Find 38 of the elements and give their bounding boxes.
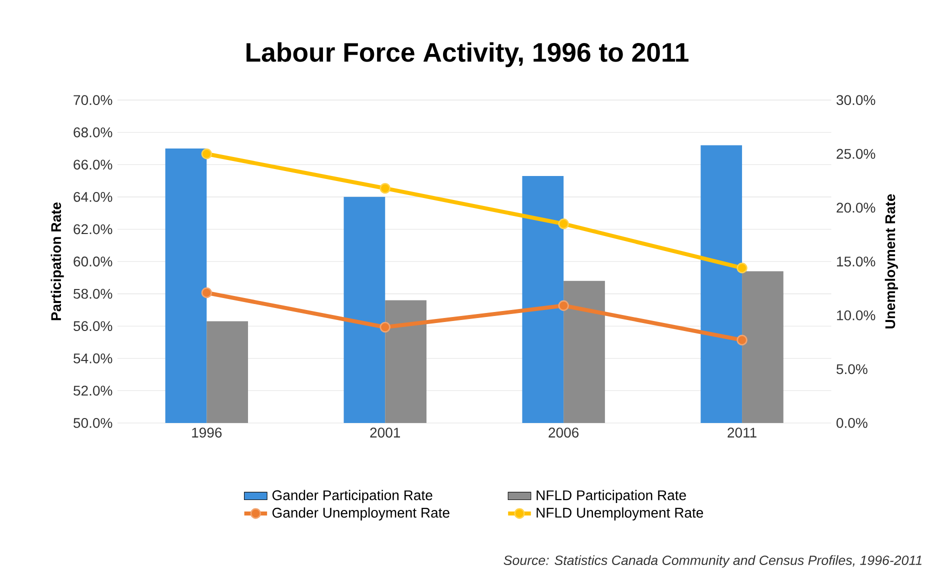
y-tick-label: 52.0% — [74, 386, 112, 396]
y2-tick-label: 0.0% — [836, 418, 868, 428]
point — [558, 300, 569, 312]
chart-title: Labour Force Activity, 1996 to 2011 — [246, 42, 688, 68]
point — [380, 322, 390, 333]
y-tick-label: 66.0% — [74, 160, 112, 170]
y-tick-label: 56.0% — [74, 321, 112, 332]
y2-axis-title: Unemployment Rate — [884, 194, 898, 329]
legend-label: Gander Participation Rate — [272, 490, 432, 504]
y-axis-title: Participation Rate — [50, 202, 64, 320]
x-tick-label: 2001 — [370, 428, 400, 438]
y2-tick-label: 30.0% — [836, 95, 876, 106]
y-tick-label: 60.0% — [74, 256, 112, 267]
point — [736, 262, 748, 274]
point — [380, 183, 390, 194]
y2-tick-label: 20.0% — [836, 202, 876, 213]
legend-label: Gander Unemployment Rate — [272, 508, 450, 521]
y-tick-label: 64.0% — [74, 192, 112, 202]
x-tick-label: 1996 — [192, 428, 222, 438]
y2-tick-label: 5.0% — [836, 364, 868, 374]
x-tick-label: 2011 — [728, 428, 756, 438]
y-tick-label: 54.0% — [74, 354, 112, 364]
legend-label: NFLD Unemployment Rate — [536, 508, 704, 521]
point — [201, 288, 212, 298]
y-tick-label: 58.0% — [74, 288, 112, 299]
y-tick-label: 50.0% — [74, 418, 112, 428]
legend-label: NFLD Participation Rate — [536, 490, 686, 504]
y-tick-label: 70.0% — [74, 95, 112, 106]
y-tick-label: 62.0% — [74, 224, 112, 234]
point — [736, 334, 748, 346]
point — [558, 218, 569, 230]
x-tick-label: 2006 — [548, 428, 579, 438]
point — [201, 148, 212, 160]
y2-tick-label: 15.0% — [837, 256, 876, 267]
source-note: Source: Statistics Canada Community and Census Profiles, 1996-2011 — [504, 555, 922, 568]
y2-tick-label: 25.0% — [836, 149, 876, 159]
y2-tick-label: 10.0% — [837, 310, 876, 320]
y-tick-label: 68.0% — [74, 128, 112, 138]
